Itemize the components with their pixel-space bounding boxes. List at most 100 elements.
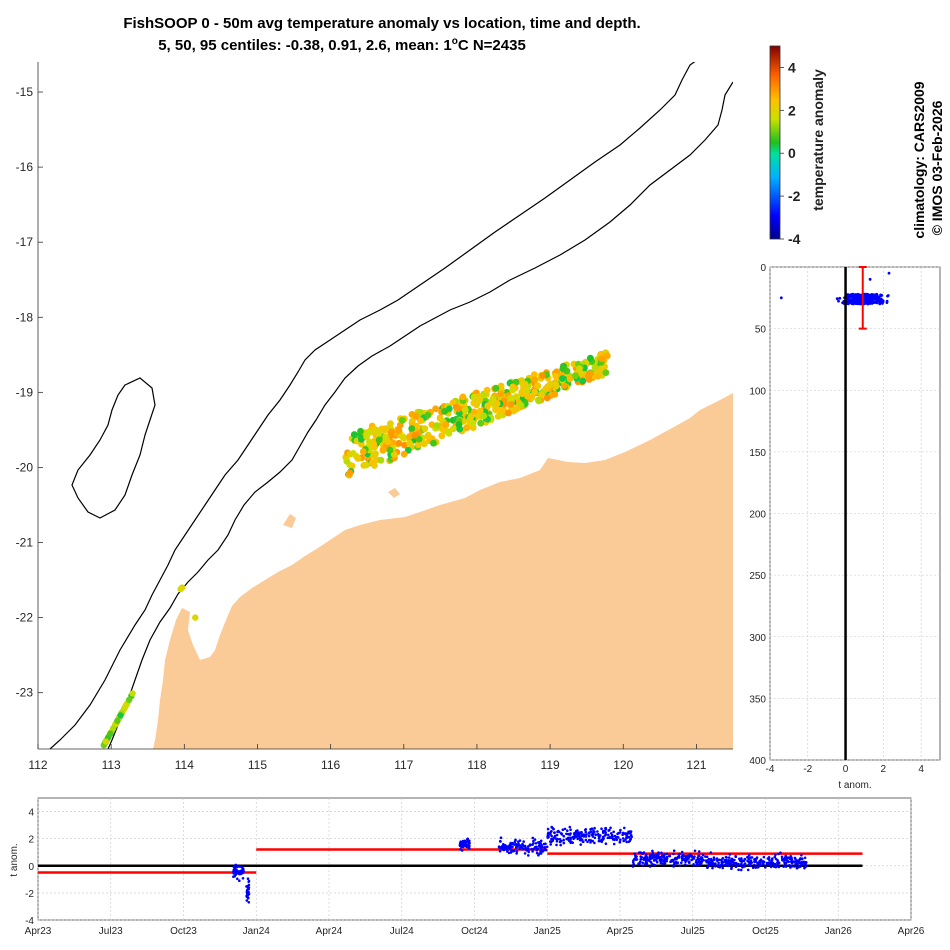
map-panel: 112 113 114 115 116 117 118 119 120 121 -15 -16 -17… bbox=[16, 62, 733, 772]
timeseries-point bbox=[624, 832, 628, 835]
map-point bbox=[432, 405, 439, 413]
map-point bbox=[477, 419, 485, 427]
timeseries-point bbox=[553, 834, 557, 838]
timeseries-point bbox=[533, 838, 537, 841]
map-point bbox=[530, 371, 538, 378]
timeseries-point bbox=[746, 856, 749, 859]
timeseries-point bbox=[618, 840, 622, 844]
map-point bbox=[414, 441, 422, 449]
timeseries-point bbox=[499, 836, 503, 839]
timeseries-point bbox=[750, 861, 753, 864]
timeseries-point bbox=[514, 845, 518, 849]
timeseries-point bbox=[715, 859, 719, 863]
timeseries-point bbox=[796, 861, 799, 864]
timeseries-point bbox=[641, 852, 644, 856]
timeseries-point bbox=[600, 827, 603, 830]
map-ytick-label: -16 bbox=[16, 160, 34, 174]
depth-point bbox=[868, 277, 872, 281]
timeseries-point bbox=[717, 861, 720, 865]
timeseries-point bbox=[779, 851, 782, 854]
depth-x-axis: -4 -2 0 2 4 bbox=[766, 764, 925, 775]
timeseries-point bbox=[746, 868, 750, 872]
timeseries-point bbox=[612, 830, 615, 834]
timeseries-point bbox=[546, 835, 549, 838]
timeseries-point bbox=[804, 865, 807, 868]
timeseries-point bbox=[234, 863, 237, 867]
land-australia bbox=[153, 393, 733, 749]
timeseries-point bbox=[770, 858, 774, 862]
timeseries-point bbox=[593, 836, 597, 840]
depth-point bbox=[874, 294, 878, 297]
map-point bbox=[519, 390, 526, 397]
timeseries-point bbox=[782, 859, 785, 862]
timeseries-point bbox=[631, 865, 635, 868]
timeseries-point bbox=[680, 861, 683, 865]
depth-grid bbox=[769, 266, 940, 761]
map-point bbox=[552, 372, 560, 380]
timeseries-point bbox=[522, 840, 525, 843]
timeseries-point bbox=[545, 845, 549, 849]
timeseries-point bbox=[660, 851, 663, 855]
timeseries-xtick-label: Oct24 bbox=[461, 926, 488, 937]
timeseries-point bbox=[791, 864, 794, 868]
depth-ytick-label: 400 bbox=[749, 756, 766, 767]
map-point bbox=[346, 469, 354, 477]
timeseries-point bbox=[535, 851, 539, 855]
colorbar-tick-label: 2 bbox=[788, 102, 796, 118]
timeseries-point bbox=[784, 865, 788, 868]
timeseries-point bbox=[527, 848, 530, 851]
timeseries-point bbox=[701, 853, 705, 857]
map-point bbox=[579, 377, 587, 385]
map-point bbox=[535, 397, 542, 405]
timeseries-point bbox=[739, 868, 743, 872]
timeseries-point bbox=[625, 836, 628, 839]
depth-point bbox=[870, 300, 874, 304]
timeseries-ytick-label: 0 bbox=[28, 862, 34, 873]
timeseries-point bbox=[459, 847, 463, 851]
colorbar-tick-label: -4 bbox=[788, 231, 801, 247]
timeseries-point bbox=[579, 836, 582, 840]
timeseries-xtick-label: Jul25 bbox=[681, 926, 705, 937]
timeseries-point bbox=[663, 860, 666, 863]
timeseries-point bbox=[585, 833, 588, 836]
depth-point bbox=[852, 301, 855, 305]
timeseries-point bbox=[515, 843, 518, 847]
timeseries-point bbox=[562, 838, 565, 842]
timeseries-point bbox=[750, 856, 754, 859]
map-point bbox=[470, 399, 478, 407]
timeseries-point bbox=[622, 839, 625, 843]
timeseries-point bbox=[783, 856, 787, 859]
map-point bbox=[442, 421, 450, 429]
timeseries-point bbox=[617, 836, 620, 839]
timeseries-point bbox=[762, 855, 766, 859]
timeseries-point bbox=[785, 856, 789, 859]
contour-slope bbox=[107, 81, 733, 749]
map-point bbox=[483, 386, 491, 394]
timeseries-point bbox=[543, 842, 547, 846]
timeseries-point bbox=[651, 849, 654, 853]
timeseries-points bbox=[232, 825, 808, 904]
timeseries-point bbox=[766, 857, 770, 860]
depth-xtick-label: 4 bbox=[918, 764, 924, 775]
timeseries-point bbox=[768, 859, 771, 862]
depth-point bbox=[846, 293, 850, 296]
timeseries-point bbox=[740, 857, 743, 860]
timeseries-point bbox=[714, 865, 717, 868]
map-point bbox=[497, 382, 505, 390]
timeseries-point bbox=[653, 858, 656, 862]
timeseries-point bbox=[623, 826, 626, 830]
timeseries-point bbox=[718, 858, 721, 862]
timeseries-point bbox=[607, 833, 610, 837]
timeseries-point bbox=[576, 837, 579, 841]
timeseries-point bbox=[580, 838, 584, 841]
depth-ytick-label: 0 bbox=[760, 263, 766, 274]
timeseries-point bbox=[593, 841, 596, 845]
map-point bbox=[357, 427, 364, 435]
timeseries-point bbox=[509, 844, 512, 847]
timeseries-point bbox=[672, 852, 675, 856]
timeseries-point bbox=[657, 852, 660, 855]
depth-ytick-label: 150 bbox=[749, 448, 766, 459]
map-point bbox=[365, 429, 373, 436]
timeseries-point bbox=[633, 852, 637, 855]
timeseries-point bbox=[741, 859, 744, 863]
